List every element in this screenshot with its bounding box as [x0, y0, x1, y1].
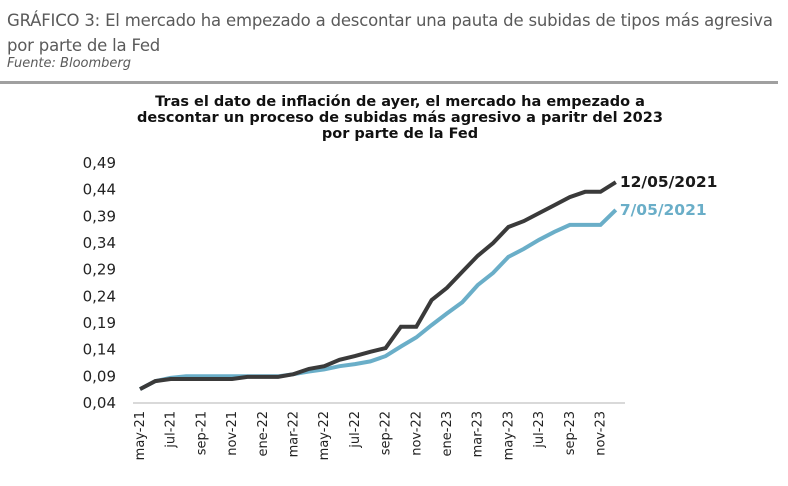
- y-tick-label: 0,09: [83, 367, 116, 385]
- x-tick-label: sep-21: [194, 411, 209, 455]
- x-tick-label: mar-23: [471, 411, 486, 457]
- x-tick-label: may-22: [317, 411, 332, 460]
- y-tick-label: 0,49: [83, 154, 116, 172]
- series-label: 7/05/2021: [620, 201, 707, 219]
- y-tick-label: 0,39: [83, 207, 116, 225]
- series-group: [139, 180, 618, 391]
- series-line-7-05-2021: [139, 208, 618, 391]
- x-tick-label: jul-22: [348, 411, 363, 449]
- y-tick-label: 0,44: [83, 181, 116, 199]
- y-axis: 0,04 0,09 0,14 0,19 0,24 0,29 0,34 0,39 0,44 0,49: [83, 154, 116, 412]
- figure-caption: GRÁFICO 3: El mercado ha empezado a desc…: [7, 11, 773, 55]
- x-tick-label: nov-23: [594, 411, 609, 456]
- x-tick-label: jul-23: [532, 411, 547, 449]
- x-tick-label: nov-21: [225, 411, 240, 456]
- x-tick-label: sep-23: [563, 411, 578, 455]
- y-tick-label: 0,19: [83, 314, 116, 332]
- series-label: 12/05/2021: [620, 173, 718, 191]
- x-tick-label: may-23: [501, 411, 516, 460]
- y-tick-label: 0,34: [83, 234, 116, 252]
- x-tick-label: ene-23: [440, 411, 455, 456]
- y-tick-label: 0,24: [83, 287, 116, 305]
- x-tick-label: nov-22: [409, 411, 424, 456]
- x-tick-label: may-21: [133, 411, 148, 460]
- y-tick-label: 0,14: [83, 341, 116, 359]
- x-tick-label: sep-22: [379, 411, 394, 455]
- x-axis: may-21 jul-21 sep-21 nov-21 ene-22 mar-22 may-…: [133, 411, 609, 460]
- x-tick-label: jul-21: [164, 411, 179, 449]
- y-tick-label: 0,04: [83, 394, 116, 412]
- series-line-12-05-2021: [139, 180, 617, 391]
- chart-title: Tras el dato de inflación de ayer, el me…: [137, 94, 663, 142]
- y-tick-label: 0,29: [83, 261, 116, 279]
- figure-source: Fuente: Bloomberg: [7, 56, 131, 71]
- header-divider: [0, 81, 778, 84]
- x-tick-label: ene-22: [256, 411, 271, 456]
- x-tick-label: mar-22: [287, 411, 302, 457]
- series-labels: 12/05/2021 7/05/2021: [620, 173, 718, 219]
